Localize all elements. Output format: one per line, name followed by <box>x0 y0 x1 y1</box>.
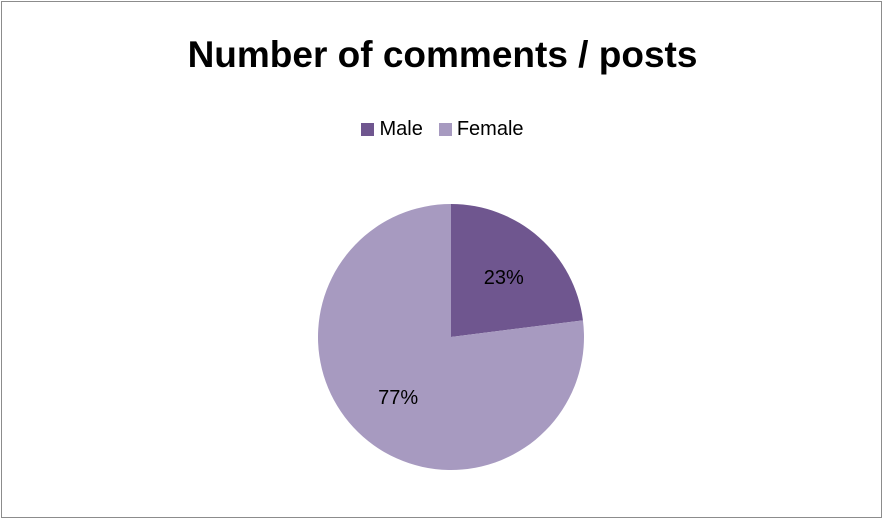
legend: Male Female <box>2 118 883 141</box>
pie-slice-male <box>451 204 583 337</box>
pie-data-labels: 23% 77% <box>378 267 524 409</box>
legend-label-male: Male <box>379 118 423 140</box>
chart-title: Number of comments / posts <box>187 34 698 75</box>
legend-swatch-female <box>438 123 452 136</box>
legend-item-male: Male <box>361 118 423 141</box>
legend-item-female: Female <box>438 118 524 141</box>
data-label-male: 23% <box>484 267 524 289</box>
legend-swatch-male <box>361 123 375 136</box>
pie-slices <box>318 204 584 471</box>
data-label-female: 77% <box>378 387 418 409</box>
pie-slice-female <box>318 204 584 471</box>
legend-label-female: Female <box>456 118 524 140</box>
